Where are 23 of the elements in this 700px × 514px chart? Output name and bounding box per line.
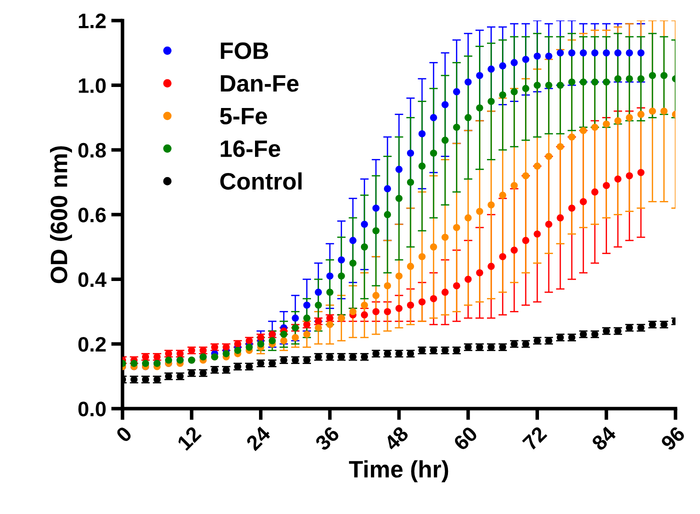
x-tick-label: 48 (383, 425, 410, 452)
x-tick-label: 0 (115, 426, 133, 444)
legend-label: 5-Fe (220, 108, 268, 124)
y-tick-label: 0.6 (78, 208, 106, 222)
legend-label: Dan-Fe (220, 75, 299, 92)
y-tick-label: 1.2 (78, 14, 106, 28)
x-tick-label: 84 (590, 425, 618, 452)
x-tick-label: 12 (176, 426, 202, 451)
y-axis-title: OD (600 nm) (50, 146, 72, 284)
x-tick-label: 72 (522, 426, 548, 452)
x-tick-label: 24 (245, 425, 272, 452)
x-axis-title: Time (hr) (348, 460, 448, 482)
y-tick-label: 1.0 (78, 78, 106, 93)
legend-label: Control (220, 172, 302, 190)
x-tick-label: 60 (452, 426, 478, 452)
legend-label: FOB (220, 42, 268, 60)
legend-label: 16-Fe (220, 140, 280, 158)
y-tick-label: 0.8 (78, 142, 106, 158)
x-tick-label: 96 (660, 426, 686, 452)
y-tick-label: 0.2 (78, 336, 106, 352)
y-tick-label: 0.4 (78, 272, 106, 288)
x-tick-label: 36 (314, 426, 340, 452)
y-tick-label: 0.0 (78, 402, 106, 416)
